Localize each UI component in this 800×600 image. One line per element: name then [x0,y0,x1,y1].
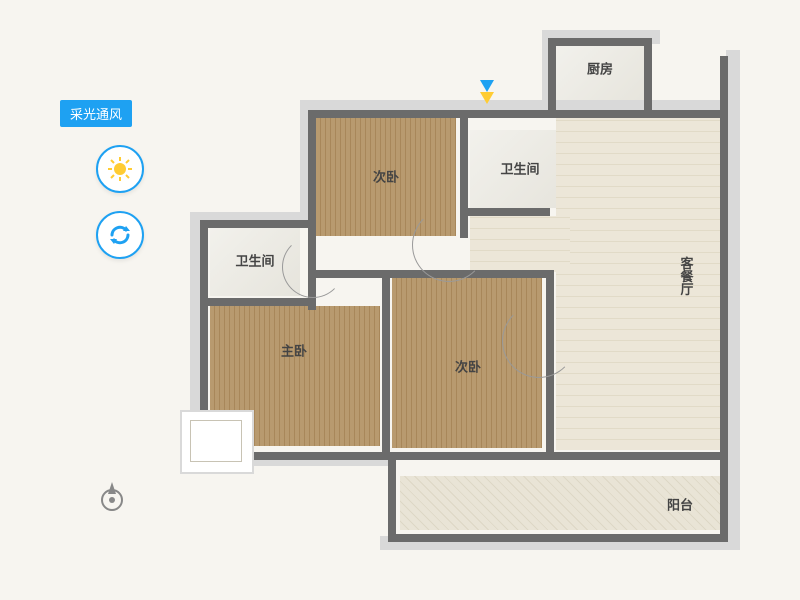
vent-arrow-icon [480,92,494,104]
ventilation-arrows [480,80,494,104]
floorplan-stage: 厨房次卧卫生间卫生间主卧次卧客餐厅阳台 采光通风 [0,0,800,600]
ledge-inner [190,420,242,462]
toolbar-label: 采光通风 [60,100,132,127]
refresh-button[interactable] [96,211,144,259]
sun-button[interactable] [96,145,144,193]
compass-icon [95,480,129,514]
refresh-icon [107,222,133,248]
vent-arrow-icon [480,80,494,92]
sun-icon [107,156,133,182]
lighting-ventilation-toolbar: 采光通风 [60,100,180,259]
